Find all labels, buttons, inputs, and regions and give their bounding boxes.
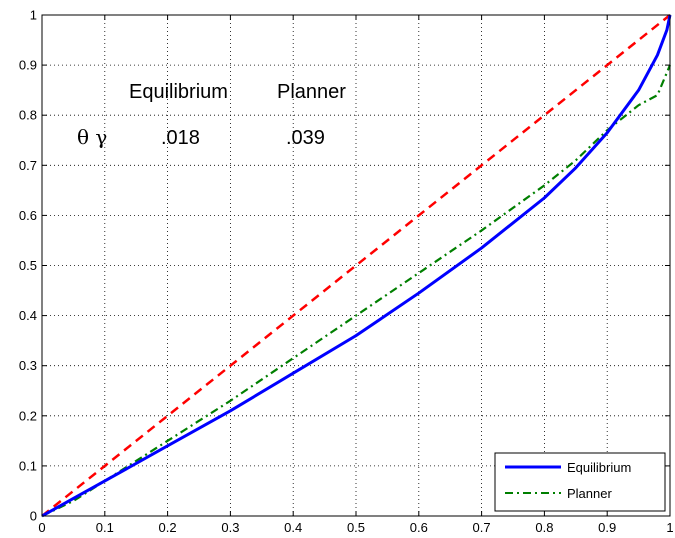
x-tick-label: 0.3 xyxy=(221,520,239,535)
legend-box xyxy=(494,452,666,512)
grid-lines xyxy=(42,15,670,516)
y-tick-label: 1 xyxy=(30,8,37,23)
x-tick-label: 0 xyxy=(38,520,45,535)
annotation-table: Equilibrium Planner θ γ .018 .039 xyxy=(77,81,346,149)
y-tick-label: 0.9 xyxy=(19,58,37,73)
series-line-equilibrium xyxy=(41,14,672,518)
y-tick-label: 0 xyxy=(30,509,37,524)
x-axis-tick-labels: 0 0.1 0.2 0.3 0.4 0.5 0.6 0.7 0.8 0.9 1 xyxy=(38,520,673,535)
x-tick-label: 0.9 xyxy=(598,520,616,535)
x-tick-label: 0.8 xyxy=(535,520,553,535)
legend-label-planner: Planner xyxy=(567,486,612,501)
legend-label-equilibrium: Equilibrium xyxy=(567,460,631,475)
axis-ticks xyxy=(41,14,671,517)
x-tick-label: 1 xyxy=(666,520,673,535)
y-axis-tick-labels: 0 0.1 0.2 0.3 0.4 0.5 0.6 0.7 0.8 0.9 1 xyxy=(19,8,37,524)
y-tick-label: 0.3 xyxy=(19,358,37,373)
y-tick-label: 0.1 xyxy=(19,458,37,473)
annotation-header-planner: Planner xyxy=(277,81,346,103)
series-lines xyxy=(41,14,672,518)
x-tick-label: 0.6 xyxy=(410,520,428,535)
x-tick-label: 0.2 xyxy=(159,520,177,535)
y-tick-label: 0.6 xyxy=(19,208,37,223)
y-tick-label: 0.7 xyxy=(19,158,37,173)
y-tick-label: 0.4 xyxy=(19,308,37,323)
x-tick-label: 0.5 xyxy=(347,520,365,535)
x-tick-label: 0.4 xyxy=(284,520,302,535)
annotation-equilibrium-value: .018 xyxy=(161,127,200,149)
annotation-row-label: θ γ xyxy=(77,125,107,149)
y-tick-label: 0.8 xyxy=(19,108,37,123)
legend: Equilibrium Planner xyxy=(494,452,666,512)
x-tick-label: 0.7 xyxy=(473,520,491,535)
y-tick-label: 0.2 xyxy=(19,408,37,423)
annotation-header-equilibrium: Equilibrium xyxy=(129,81,228,103)
annotation-planner-value: .039 xyxy=(286,127,325,149)
x-tick-label: 0.1 xyxy=(96,520,114,535)
y-tick-label: 0.5 xyxy=(19,258,37,273)
